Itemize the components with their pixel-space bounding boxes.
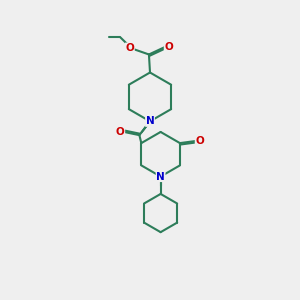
Text: O: O — [195, 136, 204, 146]
Text: N: N — [146, 116, 154, 126]
Text: O: O — [164, 42, 173, 52]
Text: N: N — [156, 172, 165, 182]
Text: O: O — [125, 43, 134, 53]
Text: O: O — [116, 127, 125, 137]
